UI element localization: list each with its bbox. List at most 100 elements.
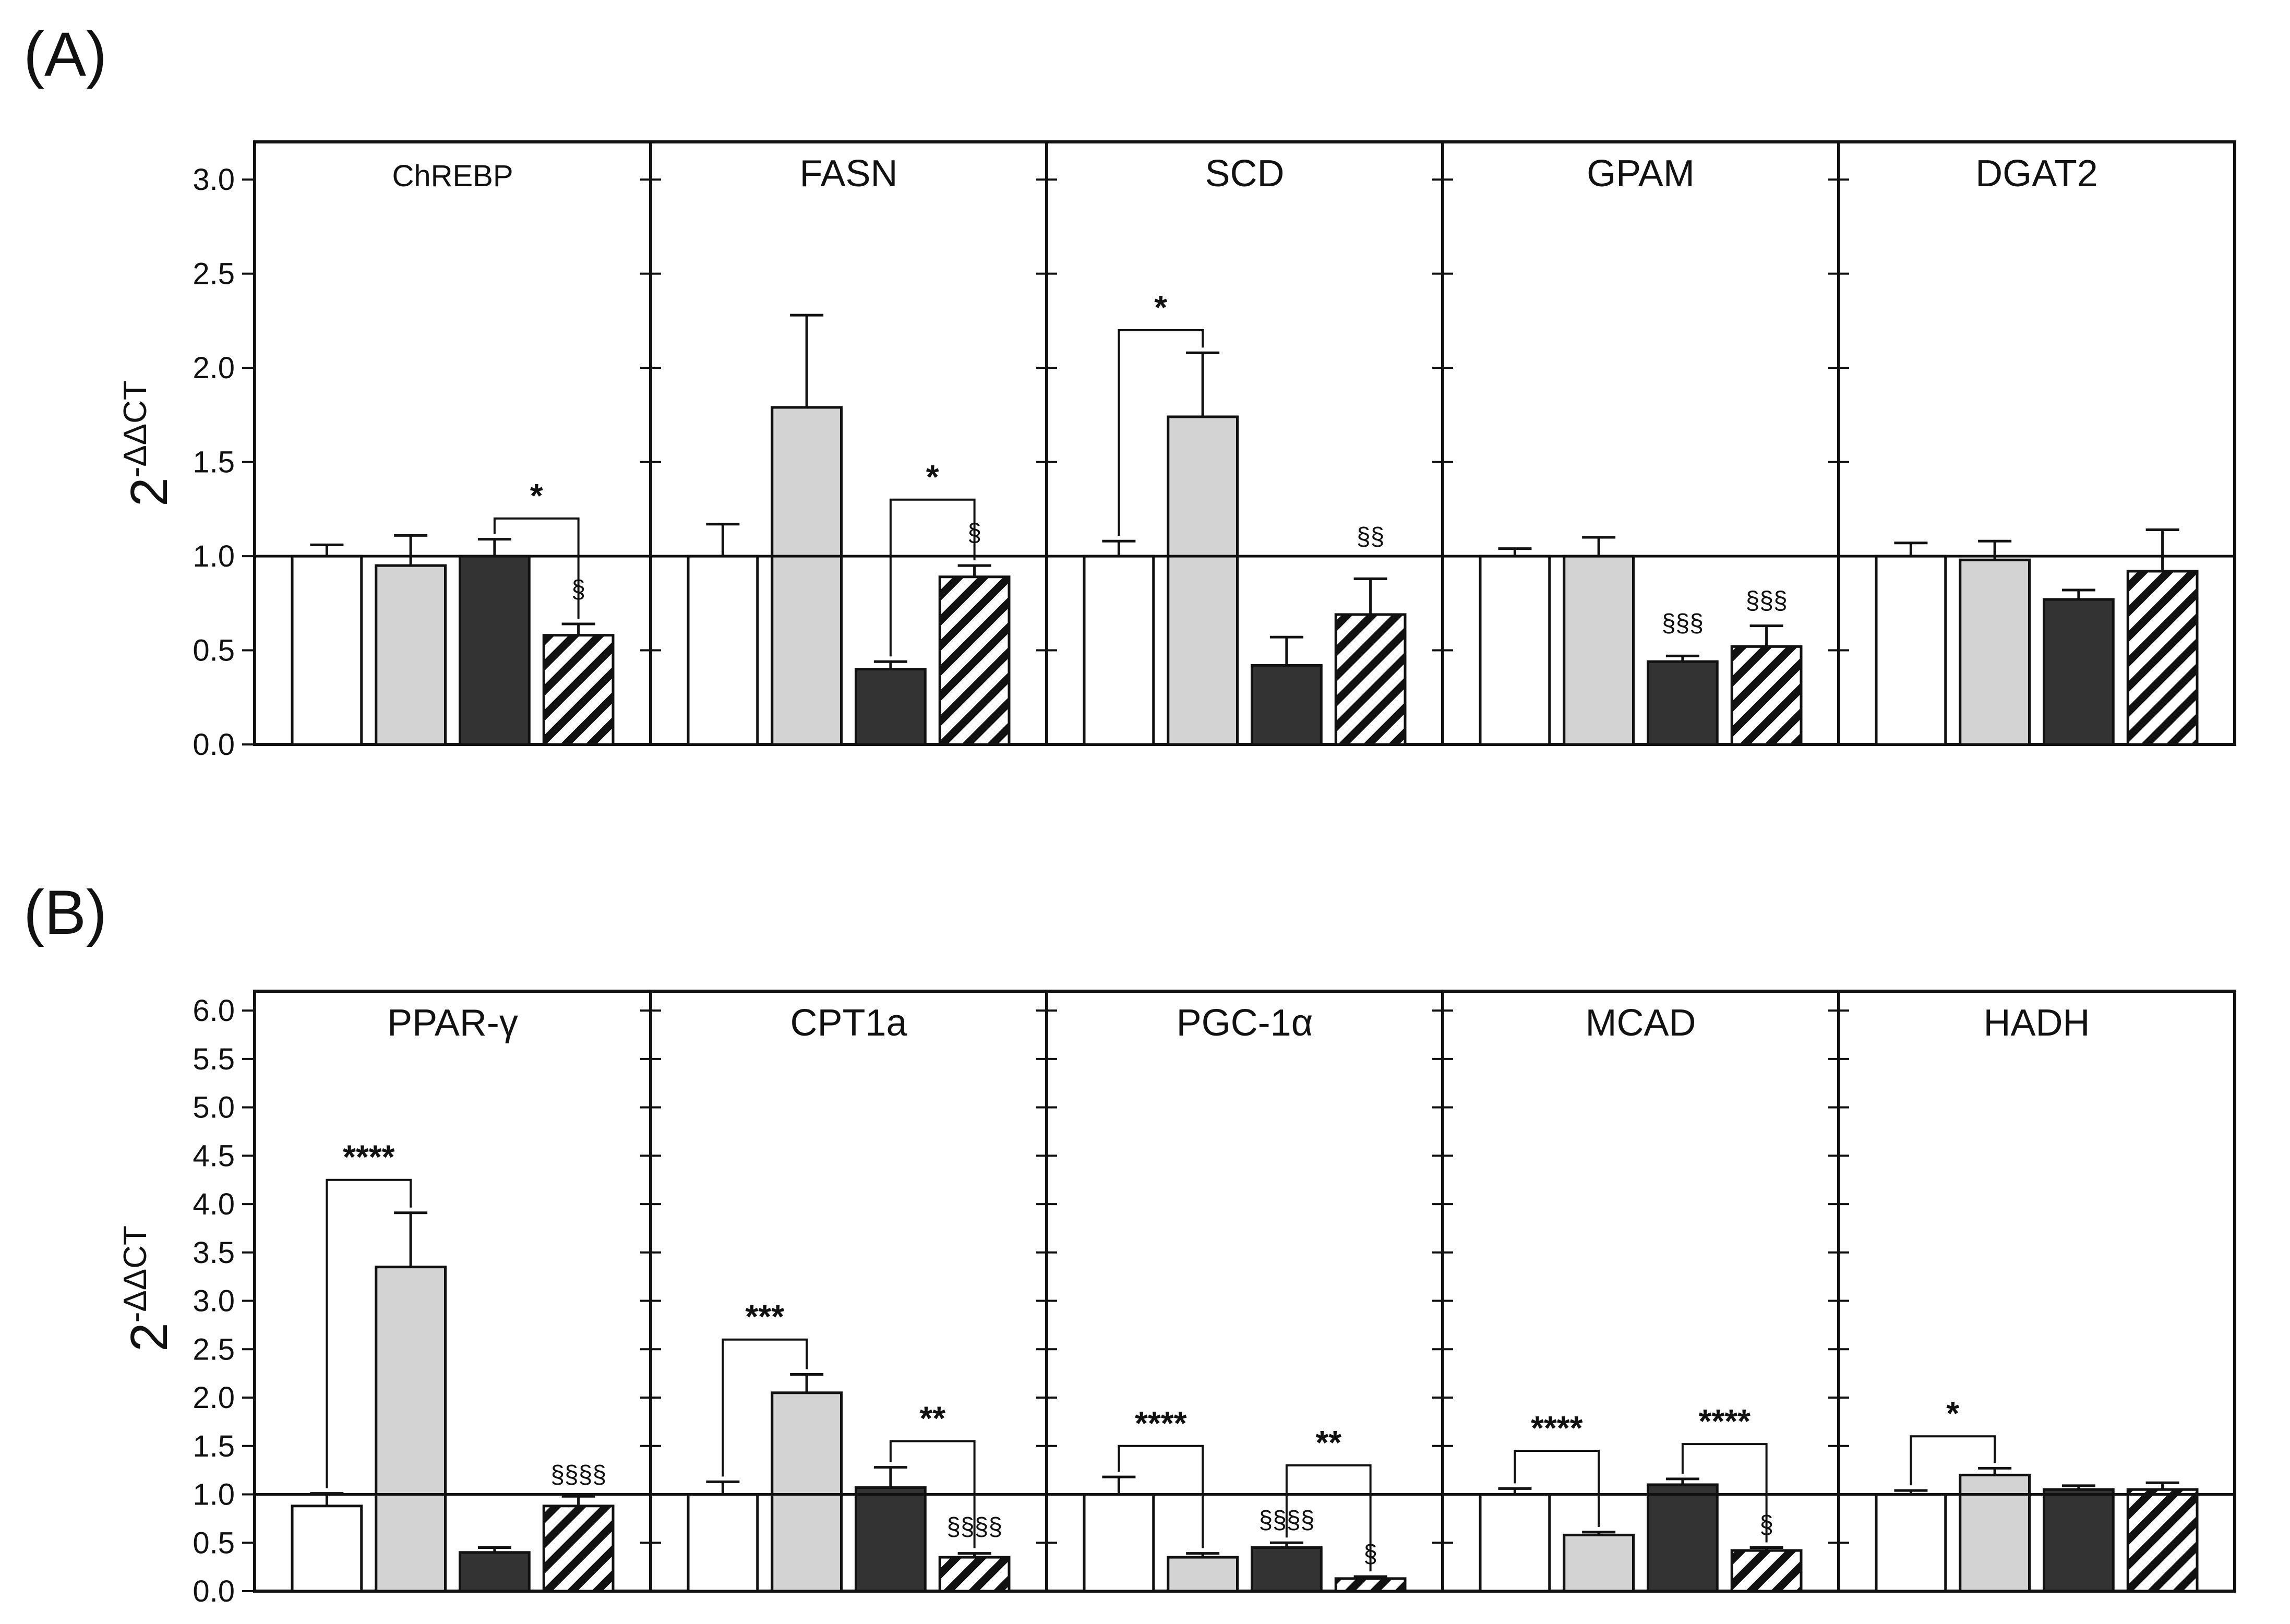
significance-label: **** bbox=[1135, 1404, 1187, 1442]
y-tick-label: 1.0 bbox=[193, 1478, 235, 1512]
significance-bracket bbox=[1285, 1464, 1372, 1572]
panel-cpt1a: CPT1a*****§§§§ bbox=[649, 990, 1048, 1593]
bar bbox=[1083, 1493, 1155, 1593]
bar bbox=[291, 555, 363, 746]
section-mark: §§§§ bbox=[946, 1513, 1002, 1541]
panel-label-a: (A) bbox=[23, 19, 107, 89]
significance-bracket bbox=[1514, 1450, 1600, 1527]
bar bbox=[771, 406, 843, 746]
bar bbox=[1251, 664, 1323, 746]
panel-label-b: (B) bbox=[23, 877, 107, 947]
panel-gpam: GPAM §§§ §§§ bbox=[1441, 140, 1840, 746]
panel-scd: SCD * §§ bbox=[1045, 140, 1444, 746]
bar bbox=[1083, 555, 1155, 746]
y-tick-label: 3.0 bbox=[193, 1284, 235, 1318]
gene-title: FASN bbox=[799, 153, 897, 195]
panel-pgc-1-: PGC-1α******§§§§§ bbox=[1045, 990, 1444, 1593]
bar bbox=[1875, 555, 1947, 746]
bar bbox=[1479, 1493, 1551, 1593]
bar bbox=[1647, 1483, 1719, 1593]
y-tick-label: 0.5 bbox=[193, 1526, 235, 1560]
significance-bracket bbox=[1910, 1435, 1996, 1486]
gene-title: HADH bbox=[1983, 1002, 2090, 1044]
bar bbox=[687, 1493, 759, 1593]
y-tick-label: 4.0 bbox=[193, 1187, 235, 1221]
gene-title: PPAR-γ bbox=[387, 1002, 518, 1044]
y-tick-label: 6.0 bbox=[193, 994, 235, 1028]
gene-title: ChREBP bbox=[392, 159, 513, 193]
significance-label: * bbox=[1154, 288, 1167, 326]
significance-label: *** bbox=[745, 1298, 784, 1336]
bar bbox=[375, 564, 447, 746]
section-mark: §§§ bbox=[1662, 609, 1704, 637]
y-axis-title-exponent: -ΔΔCT bbox=[117, 380, 153, 477]
section-mark: § bbox=[1759, 1511, 1773, 1539]
bar bbox=[1875, 1493, 1947, 1593]
bar bbox=[1167, 1556, 1239, 1593]
significance-bracket bbox=[493, 517, 580, 619]
panel-frame bbox=[253, 990, 652, 1593]
bar bbox=[1479, 555, 1551, 746]
y-tick-label: 2.0 bbox=[193, 1381, 235, 1415]
bar bbox=[459, 1551, 531, 1593]
significance-bracket bbox=[722, 1338, 808, 1477]
significance-label: **** bbox=[343, 1138, 395, 1176]
bar bbox=[1334, 1577, 1407, 1593]
significance-label: **** bbox=[1531, 1409, 1583, 1447]
y-tick-label: 3.0 bbox=[193, 163, 235, 197]
significance-label: * bbox=[530, 477, 543, 514]
y-tick-label: 1.5 bbox=[193, 1429, 235, 1463]
panel-hadh: HADH * bbox=[1837, 990, 2236, 1593]
y-axis-title-base: 2 bbox=[120, 1322, 178, 1352]
y-tick-label: 0.0 bbox=[193, 1574, 235, 1608]
chart-panel-a: 2-ΔΔCT 0.0 0.5 1.0 1.5 2.0 2.5 3.0 ChREBP * § FASN *… bbox=[117, 140, 2236, 762]
y-tick-label: 2.5 bbox=[193, 1332, 235, 1366]
y-axis-title: 2-ΔΔCT bbox=[117, 380, 178, 507]
gene-title: GPAM bbox=[1587, 153, 1695, 195]
gene-title: MCAD bbox=[1586, 1002, 1696, 1044]
y-tick-label: 4.5 bbox=[193, 1139, 235, 1173]
bar bbox=[375, 1266, 447, 1593]
bar bbox=[1167, 415, 1239, 746]
y-axis-title-exponent: -ΔΔCT bbox=[117, 1225, 153, 1322]
bar bbox=[1959, 558, 2031, 746]
bar bbox=[542, 1505, 615, 1593]
chart-panel-b: 2-ΔΔCT 0.0 0.5 1.0 1.5 2.0 2.5 3.0 3.5 4.0 4.5 5.0 5… bbox=[117, 990, 2236, 1608]
bar bbox=[1334, 613, 1407, 746]
y-tick-label: 1.0 bbox=[193, 539, 235, 573]
y-tick-label: 2.0 bbox=[193, 351, 235, 385]
y-axis-title: 2-ΔΔCT bbox=[117, 1225, 178, 1352]
bar bbox=[855, 1486, 927, 1593]
y-tick-label: 5.0 bbox=[193, 1091, 235, 1125]
bar bbox=[687, 555, 759, 746]
panel-frame bbox=[1837, 140, 2236, 746]
bar bbox=[459, 555, 531, 746]
significance-bracket bbox=[1118, 329, 1204, 536]
bar bbox=[771, 1391, 843, 1593]
y-tick-label: 3.5 bbox=[193, 1236, 235, 1270]
bar bbox=[855, 668, 927, 746]
section-mark: § bbox=[967, 519, 981, 547]
bar bbox=[291, 1505, 363, 1593]
bar bbox=[1563, 555, 1635, 746]
panel-frame bbox=[1837, 990, 2236, 1593]
section-mark: §§§§ bbox=[550, 1461, 606, 1488]
significance-bracket bbox=[889, 498, 976, 657]
bar bbox=[1647, 660, 1719, 746]
section-mark: § bbox=[1363, 1540, 1377, 1568]
bar bbox=[938, 1556, 1011, 1593]
bar bbox=[938, 575, 1011, 746]
y-tick-label: 1.5 bbox=[193, 446, 235, 479]
significance-label: **** bbox=[1698, 1402, 1751, 1440]
panel-chrebp: ChREBP * § bbox=[253, 140, 652, 746]
panel-mcad: MCAD **** **** § bbox=[1441, 990, 1840, 1593]
bar bbox=[1563, 1533, 1635, 1593]
section-mark: §§§§ bbox=[1258, 1506, 1314, 1534]
significance-bracket bbox=[326, 1178, 412, 1488]
panel-fasn: FASN * § bbox=[649, 140, 1048, 746]
panel-ppar-: PPAR-γ **** §§§§ bbox=[253, 990, 652, 1593]
significance-label: ** bbox=[919, 1400, 945, 1437]
bar bbox=[2043, 1488, 2115, 1593]
